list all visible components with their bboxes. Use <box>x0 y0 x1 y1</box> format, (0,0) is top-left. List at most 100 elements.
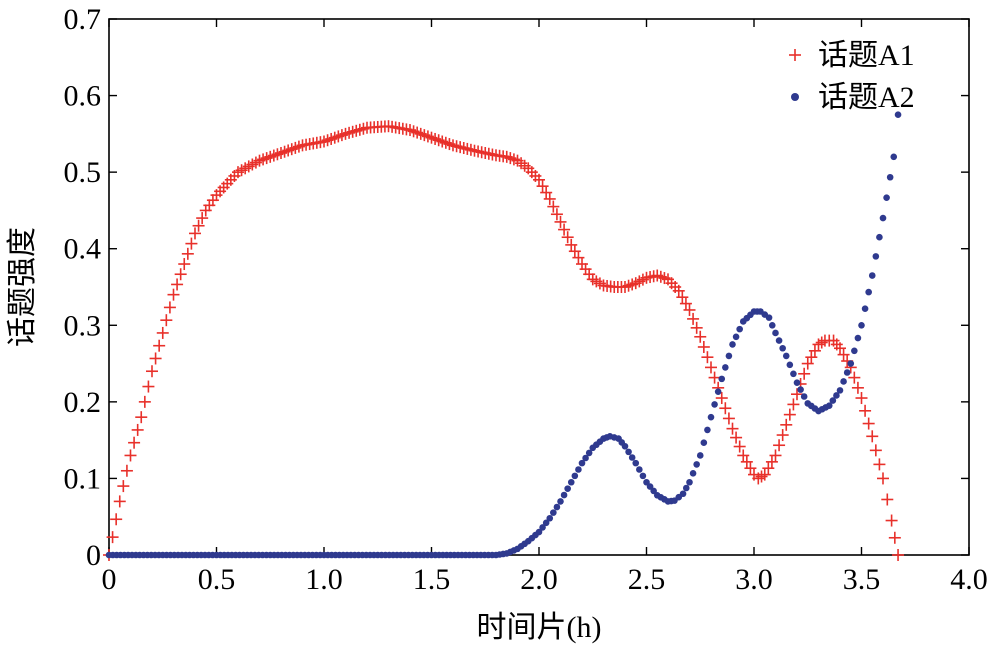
series-2-point <box>793 379 801 387</box>
x-tick-label: 1.0 <box>305 563 343 596</box>
series-1-point <box>117 480 130 493</box>
series-1 <box>103 120 905 561</box>
series-1-point <box>565 238 578 251</box>
series-2-point <box>628 454 636 461</box>
series-1-point <box>181 247 194 260</box>
series-1-point <box>113 495 126 508</box>
series-1-point <box>769 449 782 462</box>
series-2-point <box>800 393 808 400</box>
series-2-point <box>886 173 894 181</box>
series-1-point <box>110 513 123 526</box>
series-2-point <box>883 194 890 201</box>
series-2-point <box>689 470 697 477</box>
series-1-point <box>862 417 875 430</box>
series-1-point <box>690 321 703 334</box>
series-2-point <box>696 452 704 459</box>
series-1-point <box>185 237 198 250</box>
series-1-point <box>124 449 137 462</box>
series-1-point <box>697 340 710 353</box>
series-2-point <box>575 466 582 473</box>
legend-label: 话题A1 <box>818 39 915 72</box>
series-2-point <box>621 442 629 450</box>
series-1-point <box>733 440 746 453</box>
series-2-point <box>571 472 579 480</box>
series-2-point <box>736 325 743 333</box>
legend-label: 话题A2 <box>818 81 915 114</box>
axis-ticks: 0 0.5 1.0 1.5 2.0 2.5 3.0 3.5 4.0 0 0.1 0.2 0.3 0.4 0.… <box>64 3 988 596</box>
legend-marker <box>791 93 799 101</box>
series-1-point <box>676 291 689 304</box>
series-2-point <box>542 519 550 527</box>
series-2-point <box>879 214 887 222</box>
series-1-point <box>701 351 714 364</box>
series-2-point <box>535 528 543 536</box>
series-1-point <box>558 223 571 236</box>
series-1-point <box>189 227 201 240</box>
series-1-point <box>138 395 151 408</box>
series-1-point <box>547 200 560 213</box>
series-1-point <box>536 180 549 193</box>
series-2-point <box>786 361 794 369</box>
series-1-point <box>885 514 898 527</box>
series-2-point <box>833 392 840 399</box>
series-2-point <box>639 472 647 480</box>
series-2-point <box>779 344 786 352</box>
series-2-point <box>550 509 557 516</box>
series-2-point <box>704 426 711 434</box>
series-1-point <box>533 173 545 186</box>
series-2-point <box>560 491 568 499</box>
series-1-point <box>149 352 162 365</box>
x-tick-label: 3.5 <box>843 563 881 596</box>
y-tick-label: 0.7 <box>64 3 102 36</box>
series-2-point <box>825 402 833 409</box>
series-1-point <box>801 357 814 370</box>
y-tick-label: 0 <box>86 539 101 572</box>
x-tick-label: 0.5 <box>198 563 236 596</box>
series-1-point <box>715 392 728 405</box>
series-2-point <box>567 478 575 486</box>
series-1-point <box>572 251 585 264</box>
series-2-point <box>539 524 546 531</box>
series-1-point <box>737 449 750 462</box>
series-1-point <box>866 430 879 443</box>
series-1-point <box>787 398 800 411</box>
series-1-point <box>776 429 789 442</box>
series-2-point <box>707 413 715 421</box>
series-1-point <box>167 288 180 301</box>
series-1-point <box>837 348 850 361</box>
y-tick-label: 0.6 <box>64 80 102 113</box>
series-1-point <box>672 284 685 297</box>
series-2-point <box>693 461 700 468</box>
series-2-point <box>894 111 902 119</box>
series-2-point <box>578 459 586 467</box>
series-2-point <box>782 352 790 360</box>
x-tick-label: 0 <box>102 563 117 596</box>
series-1-point <box>744 462 757 475</box>
y-axis-label: 话题强度 <box>6 227 39 347</box>
series-1-point <box>174 268 187 281</box>
series-2-point <box>700 439 708 446</box>
x-tick-label: 1.5 <box>413 563 451 596</box>
series-2-point <box>632 459 640 467</box>
series-2-point <box>840 378 847 385</box>
series-1-point <box>765 455 778 468</box>
series-1-point <box>106 531 119 544</box>
series-1-point <box>192 219 205 232</box>
series-1-point <box>708 371 721 384</box>
series-1-point <box>683 303 696 316</box>
x-tick-label: 2.0 <box>520 563 558 596</box>
series-1-point <box>869 444 882 457</box>
series-2-point <box>732 333 740 341</box>
series-2-point <box>851 347 858 355</box>
series-1-point <box>755 470 768 483</box>
series-2-point <box>872 253 880 260</box>
x-axis-label: 时间片(h) <box>477 611 602 644</box>
series-1-point <box>540 186 553 199</box>
series-1-point <box>131 423 144 436</box>
series-1-point <box>163 301 176 314</box>
series-1-point <box>881 493 894 506</box>
series-2-point <box>686 478 693 486</box>
series-1-point <box>694 330 707 343</box>
series-1-point <box>687 312 700 325</box>
